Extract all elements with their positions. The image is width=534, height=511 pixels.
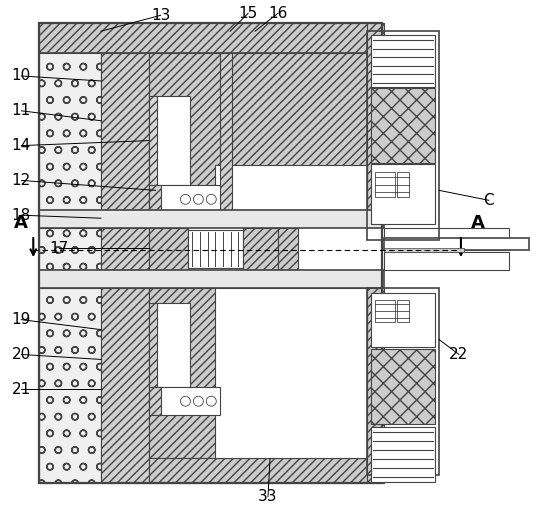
Bar — [148, 288, 367, 458]
Bar — [39, 210, 384, 228]
Bar — [375, 172, 395, 197]
Bar — [278, 228, 298, 270]
Circle shape — [193, 194, 203, 204]
Text: 20: 20 — [12, 347, 31, 362]
Text: 12: 12 — [12, 173, 31, 188]
Bar — [243, 228, 278, 270]
Bar — [384, 238, 529, 250]
Bar — [367, 288, 439, 475]
Bar — [153, 96, 191, 185]
Text: 14: 14 — [12, 138, 31, 153]
Bar — [101, 53, 148, 210]
Bar — [372, 88, 435, 162]
Bar — [148, 96, 156, 185]
Bar — [148, 303, 156, 387]
Bar — [39, 24, 382, 483]
Circle shape — [206, 396, 216, 406]
Circle shape — [180, 194, 191, 204]
Bar — [375, 300, 395, 321]
Bar — [367, 31, 439, 240]
Bar — [220, 53, 232, 210]
Bar — [372, 35, 435, 87]
Text: 10: 10 — [12, 68, 31, 83]
Text: 13: 13 — [151, 8, 170, 23]
Text: 15: 15 — [239, 6, 258, 21]
Bar — [155, 387, 220, 415]
Bar — [101, 288, 148, 483]
Bar — [215, 288, 367, 458]
Bar — [39, 53, 101, 210]
Bar — [372, 165, 435, 224]
Bar — [189, 230, 243, 268]
Text: A: A — [14, 214, 28, 232]
Bar — [148, 185, 161, 213]
Text: 33: 33 — [258, 489, 278, 504]
Bar — [372, 427, 435, 482]
Bar — [148, 458, 367, 483]
Bar — [384, 248, 464, 252]
Bar — [372, 350, 435, 424]
Bar — [397, 172, 409, 197]
Text: 21: 21 — [12, 382, 31, 397]
Bar — [39, 270, 384, 288]
Text: 11: 11 — [12, 103, 31, 118]
Circle shape — [180, 396, 191, 406]
Bar — [148, 53, 367, 210]
Text: 19: 19 — [12, 312, 31, 327]
Bar — [384, 252, 509, 270]
Bar — [397, 300, 409, 321]
Circle shape — [206, 194, 216, 204]
Bar — [215, 166, 367, 210]
Bar — [367, 288, 384, 483]
Text: 18: 18 — [12, 207, 31, 223]
Bar — [367, 24, 384, 210]
Bar — [372, 293, 435, 347]
Bar — [384, 228, 509, 250]
Bar — [39, 228, 101, 270]
Bar — [148, 387, 161, 415]
Text: 16: 16 — [268, 6, 288, 21]
Bar — [39, 458, 382, 483]
Bar — [153, 303, 191, 387]
Text: 22: 22 — [449, 347, 468, 362]
Text: 17: 17 — [50, 241, 69, 256]
Text: C: C — [483, 193, 494, 208]
Bar — [39, 24, 382, 53]
Bar — [148, 228, 189, 270]
Text: A: A — [471, 214, 485, 232]
Circle shape — [193, 396, 203, 406]
Bar — [101, 228, 148, 270]
Bar — [39, 288, 101, 483]
Bar — [155, 185, 220, 213]
